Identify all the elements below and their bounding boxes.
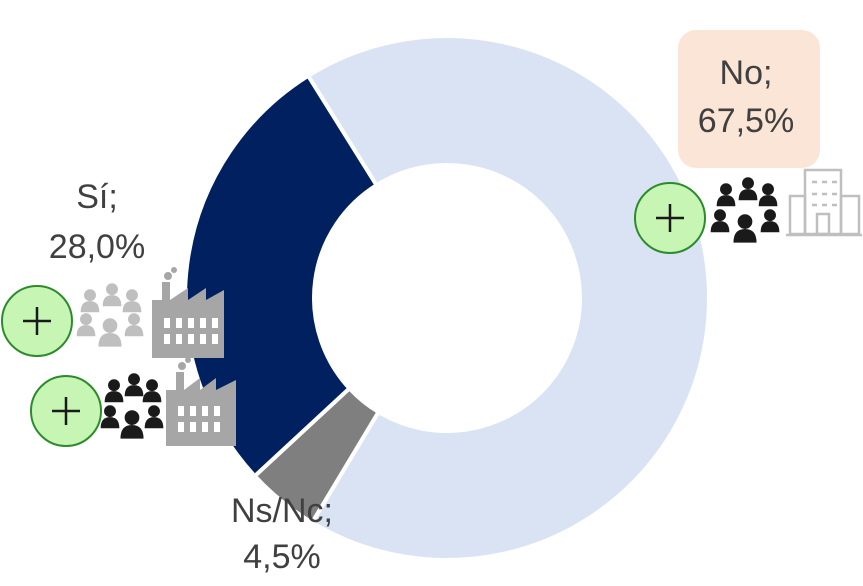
slice-si	[183, 73, 380, 479]
icon-row-si-1	[1, 267, 224, 358]
plus-badge-icon[interactable]	[1, 285, 73, 357]
nsnc-label-name: Ns/Nc;	[231, 492, 333, 530]
icon-row-no	[634, 168, 862, 254]
plus-badge-icon[interactable]	[30, 375, 102, 447]
si-label-name: Sí;	[76, 178, 118, 216]
no-label-name: No;	[720, 54, 773, 92]
label-nsnc: Ns/Nc; 4,5%	[231, 492, 333, 576]
people-group-icon	[100, 373, 164, 439]
label-no: No; 67,5%	[678, 30, 820, 168]
donut-slices	[183, 34, 711, 562]
nsnc-label-value: 4,5%	[243, 538, 321, 576]
si-label-value: 28,0%	[49, 228, 145, 266]
factory-icon	[152, 267, 224, 358]
plus-badge-icon[interactable]	[634, 182, 706, 254]
no-label-box	[678, 30, 820, 168]
no-label-value: 67,5%	[698, 102, 794, 140]
slice-no	[305, 34, 711, 562]
icon-row-si-2	[30, 357, 236, 447]
factory-icon	[166, 357, 236, 446]
people-group-icon	[710, 177, 780, 243]
people-group-light-icon	[76, 283, 144, 347]
label-si: Sí; 28,0%	[49, 178, 145, 266]
office-building-icon	[786, 168, 862, 237]
